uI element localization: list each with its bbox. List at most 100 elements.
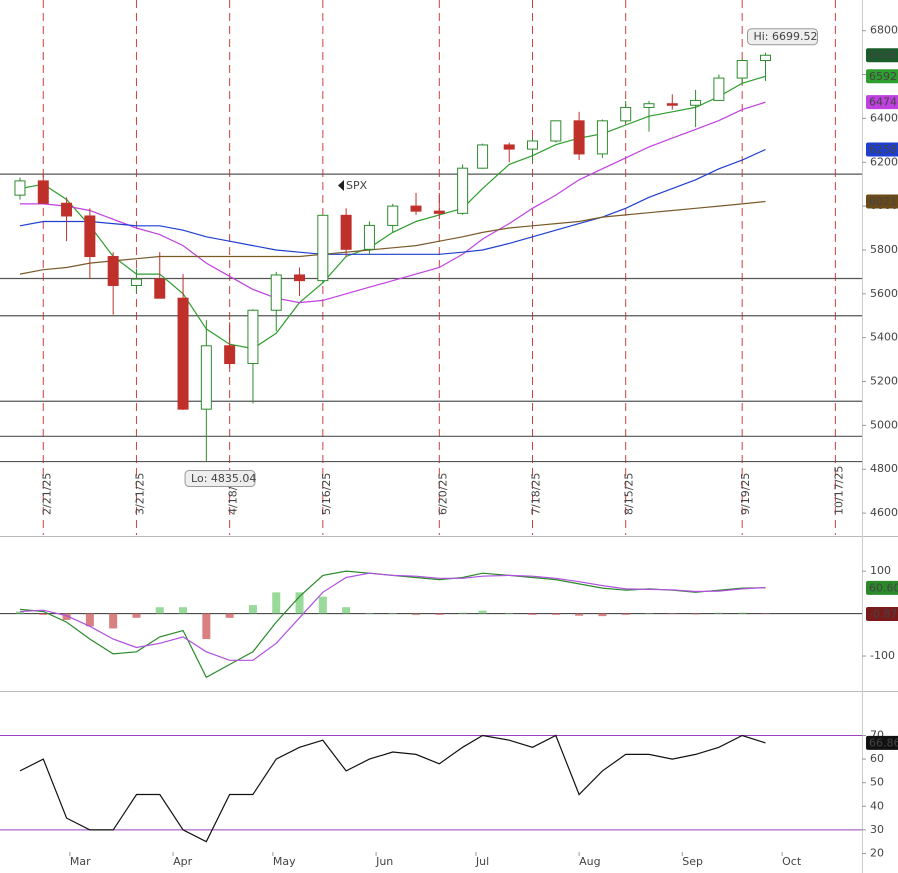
histogram-bar bbox=[621, 613, 630, 615]
x-tick-label: Aug bbox=[579, 855, 600, 868]
candle-body bbox=[84, 215, 96, 258]
candle-body bbox=[620, 106, 632, 122]
value-tag-label: 6474. bbox=[869, 96, 898, 109]
y-tick-label: 20 bbox=[870, 846, 884, 859]
annotation: Hi: 6699.52 bbox=[753, 30, 817, 43]
moving-average bbox=[19, 148, 766, 255]
candle-body bbox=[736, 60, 748, 79]
histogram-bar bbox=[179, 607, 188, 614]
candle-body bbox=[270, 274, 282, 311]
histogram-bar bbox=[738, 612, 747, 614]
candle-body bbox=[200, 345, 212, 410]
x-tick-label: Jul bbox=[475, 855, 489, 868]
candle-body bbox=[643, 103, 655, 108]
y-tick-label: 6400 bbox=[870, 111, 898, 124]
y-tick-label: 40 bbox=[870, 799, 884, 812]
date-label: 2/21/25 bbox=[40, 473, 53, 515]
moving-average bbox=[19, 200, 766, 275]
histogram-bar bbox=[458, 612, 467, 614]
date-label: 5/16/25 bbox=[320, 473, 333, 515]
candle-body bbox=[387, 205, 399, 226]
candle-body bbox=[294, 274, 306, 282]
value-tag bbox=[866, 142, 898, 157]
x-tick-label: Sep bbox=[682, 855, 703, 868]
value-tag-label: 6688. bbox=[869, 49, 898, 62]
y-tick-label: 50 bbox=[870, 776, 884, 789]
histogram-bar bbox=[435, 613, 444, 615]
y-tick-label: 60 bbox=[870, 752, 884, 765]
date-label: 8/15/25 bbox=[623, 473, 636, 515]
value-tag bbox=[866, 606, 898, 621]
candle-body bbox=[247, 309, 259, 365]
histogram-bar bbox=[15, 611, 24, 614]
x-tick-label: Oct bbox=[782, 855, 802, 868]
candle-body bbox=[37, 180, 49, 204]
y-tick-label: 5000 bbox=[870, 418, 898, 431]
moving-average bbox=[20, 101, 766, 304]
candle-body bbox=[154, 278, 166, 299]
histogram-bar bbox=[412, 613, 421, 615]
candle-body bbox=[713, 77, 725, 101]
histogram-bar bbox=[668, 613, 677, 615]
x-tick-label: Mar bbox=[70, 855, 91, 868]
candle-body bbox=[690, 99, 702, 106]
histogram-bar bbox=[714, 612, 723, 614]
value-tag-label: 66.86 bbox=[869, 736, 898, 749]
candle-body bbox=[130, 278, 142, 286]
histogram-bar bbox=[295, 592, 304, 614]
histogram-bar bbox=[62, 613, 71, 620]
macd-line bbox=[19, 572, 766, 661]
candle-body bbox=[550, 120, 562, 142]
histogram-bar bbox=[551, 613, 560, 615]
histogram-bar bbox=[691, 613, 700, 615]
candle-body bbox=[527, 140, 539, 150]
histogram-bar bbox=[478, 610, 487, 614]
value-tag-label: 6592. bbox=[869, 70, 898, 83]
y-tick-label: 5800 bbox=[870, 243, 898, 256]
histogram-bar bbox=[39, 613, 48, 615]
histogram-bar bbox=[365, 613, 374, 615]
candle-body bbox=[666, 103, 678, 106]
candle-body bbox=[596, 120, 608, 155]
y-tick-label: 5200 bbox=[870, 375, 898, 388]
y-tick-label: 6800 bbox=[870, 24, 898, 37]
candle-body bbox=[759, 54, 771, 62]
histogram-bar bbox=[318, 596, 327, 614]
date-label: 7/18/25 bbox=[530, 473, 543, 515]
candle-body bbox=[410, 205, 422, 212]
date-label: 6/20/25 bbox=[436, 473, 449, 515]
date-label: 10/17/25 bbox=[832, 466, 845, 515]
candle-body bbox=[340, 214, 352, 250]
histogram-bar bbox=[505, 613, 514, 615]
histogram-bar bbox=[202, 613, 211, 640]
annotation-box bbox=[746, 28, 818, 46]
value-tag-label: 6021. bbox=[869, 195, 898, 208]
value-tag bbox=[866, 735, 898, 750]
value-tag bbox=[866, 48, 898, 63]
x-tick-label: May bbox=[273, 855, 296, 868]
value-tag bbox=[866, 69, 898, 84]
candle-body bbox=[107, 256, 119, 286]
candle-body bbox=[317, 214, 329, 282]
y-tick-label: 30 bbox=[870, 823, 884, 836]
y-tick-label: 6200 bbox=[870, 155, 898, 168]
histogram-bar bbox=[644, 613, 653, 614]
y-tick-label: -100 bbox=[870, 649, 895, 662]
y-tick-label: 4600 bbox=[870, 506, 898, 519]
date-label: 9/19/25 bbox=[739, 473, 752, 515]
histogram-bar bbox=[272, 592, 281, 614]
value-tag bbox=[866, 194, 898, 209]
y-tick-label: 100 bbox=[870, 564, 891, 577]
value-tag-label: 6258. bbox=[869, 143, 898, 156]
histogram-bar bbox=[155, 607, 164, 614]
histogram-bar bbox=[528, 613, 537, 615]
date-label: 3/21/25 bbox=[133, 473, 146, 515]
histogram-bar bbox=[388, 613, 397, 615]
candle-body bbox=[224, 345, 236, 365]
y-tick-label: 5400 bbox=[870, 331, 898, 344]
histogram-bar bbox=[248, 605, 257, 614]
y-tick-label: 5600 bbox=[870, 287, 898, 300]
histogram-bar bbox=[132, 613, 141, 618]
annotation: Lo: 4835.04 bbox=[191, 472, 256, 485]
